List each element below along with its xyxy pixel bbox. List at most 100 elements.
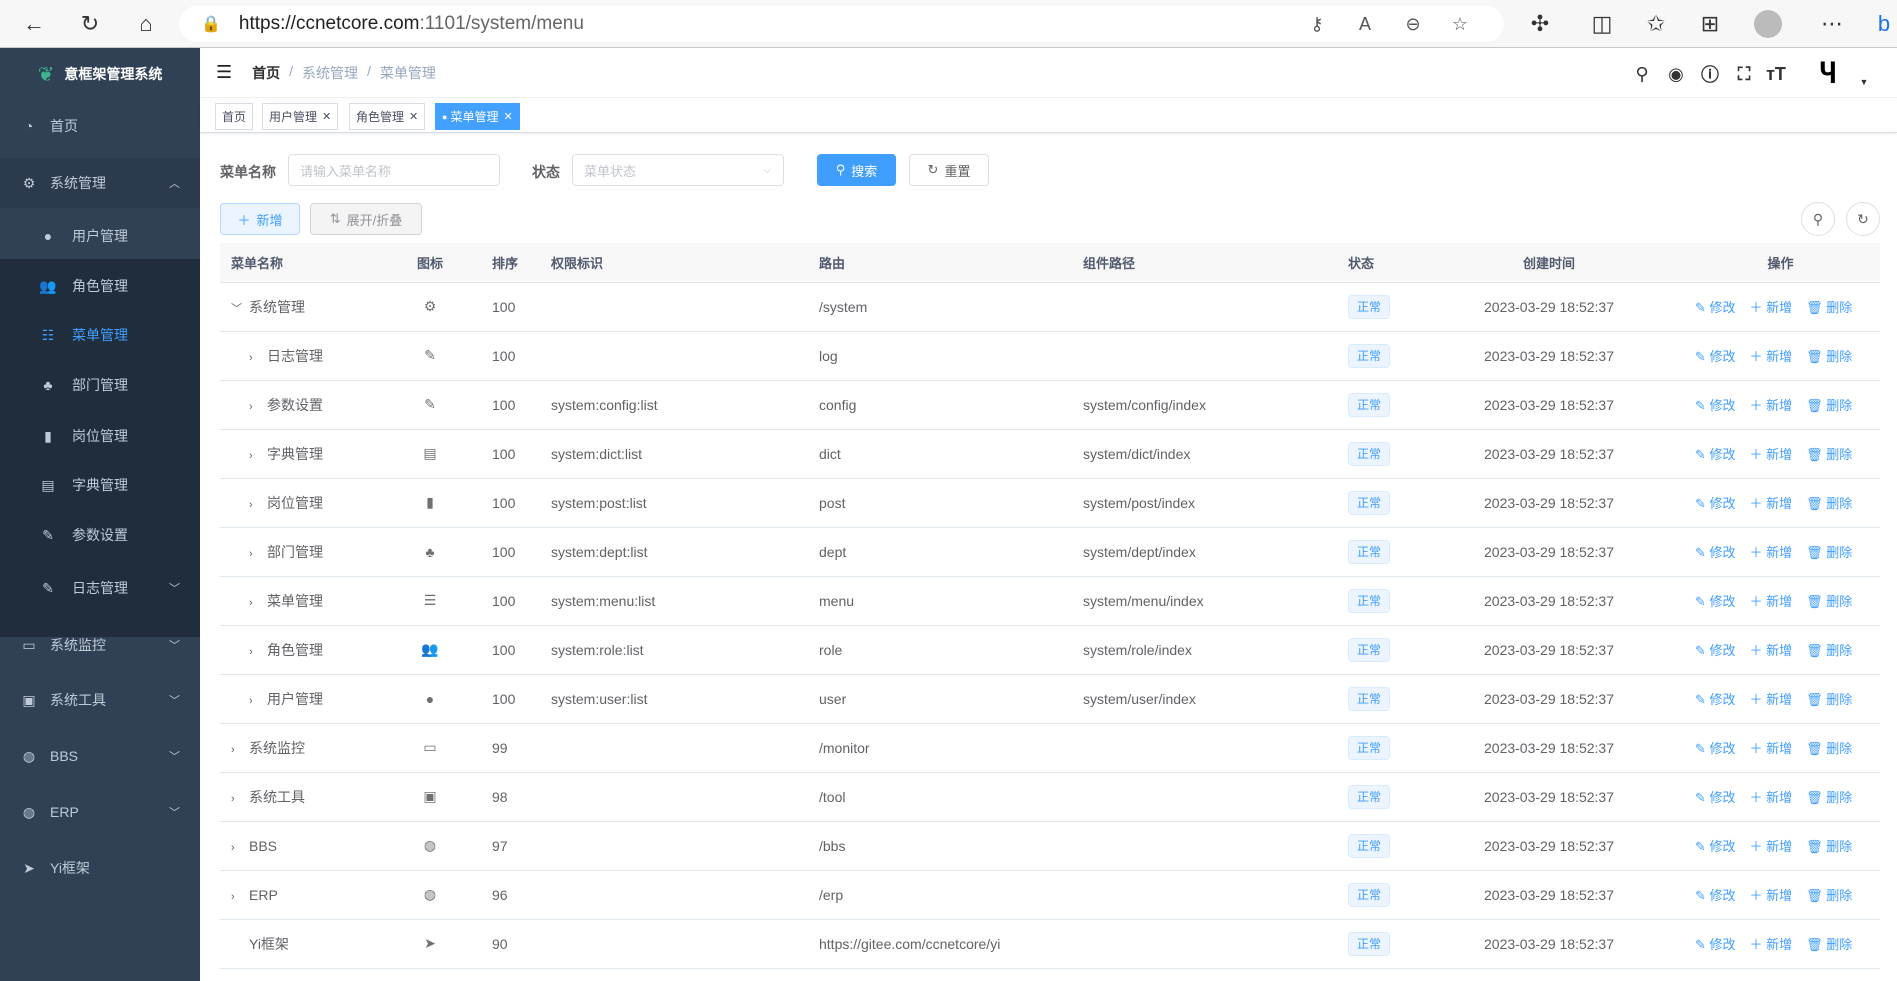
read-aloud-icon[interactable]: A bbox=[1358, 13, 1371, 34]
delete-button[interactable]: 🗑 删除 bbox=[1806, 349, 1853, 364]
edit-button[interactable]: ✎ 修改 bbox=[1695, 643, 1736, 658]
delete-button[interactable]: 🗑 删除 bbox=[1806, 496, 1853, 511]
sidebar-item-7[interactable]: ▤ 字典管理 bbox=[0, 460, 200, 510]
delete-button[interactable]: 🗑 删除 bbox=[1806, 300, 1853, 315]
fullscreen-icon[interactable]: ⛶ bbox=[1737, 63, 1751, 84]
edit-button[interactable]: ✎ 修改 bbox=[1695, 594, 1736, 609]
delete-button[interactable]: 🗑 删除 bbox=[1806, 447, 1853, 462]
chevron-right-icon[interactable]: › bbox=[249, 498, 253, 511]
delete-button[interactable]: 🗑 删除 bbox=[1806, 937, 1853, 952]
edit-button[interactable]: ✎ 修改 bbox=[1695, 496, 1736, 511]
add-child-button[interactable]: ＋ 新增 bbox=[1749, 349, 1793, 364]
edit-button[interactable]: ✎ 修改 bbox=[1695, 545, 1736, 560]
delete-button[interactable]: 🗑 删除 bbox=[1806, 643, 1853, 658]
add-child-button[interactable]: ＋ 新增 bbox=[1749, 545, 1793, 560]
expand-collapse-button[interactable]: ⇅ 展开/折叠 bbox=[310, 203, 422, 235]
tab-home[interactable]: 首页 bbox=[215, 103, 254, 130]
sidebar-item-13[interactable]: ◍ ERP ﹀ bbox=[0, 787, 200, 837]
search-button[interactable]: ⚲ 搜索 bbox=[817, 154, 896, 186]
back-icon[interactable]: ← bbox=[23, 11, 45, 36]
add-child-button[interactable]: ＋ 新增 bbox=[1749, 888, 1793, 903]
edit-button[interactable]: ✎ 修改 bbox=[1695, 300, 1736, 315]
close-icon[interactable]: ✕ bbox=[503, 111, 513, 123]
user-avatar[interactable]: Ⴗ bbox=[1819, 58, 1837, 89]
add-child-button[interactable]: ＋ 新增 bbox=[1749, 937, 1793, 952]
delete-button[interactable]: 🗑 删除 bbox=[1806, 692, 1853, 707]
menu-name-input[interactable]: 请输入菜单名称 bbox=[288, 154, 500, 186]
refresh-table-button[interactable]: ↻ bbox=[1846, 202, 1880, 236]
chevron-right-icon[interactable]: › bbox=[231, 792, 235, 805]
tab-role[interactable]: 角色管理 ✕ bbox=[349, 103, 426, 130]
sidebar-item-8[interactable]: ✎ 参数设置 bbox=[0, 510, 200, 560]
extensions-icon[interactable]: ✣ bbox=[1530, 11, 1550, 36]
add-child-button[interactable]: ＋ 新增 bbox=[1749, 741, 1793, 756]
add-child-button[interactable]: ＋ 新增 bbox=[1749, 692, 1793, 707]
sidebar-item-2[interactable]: ● 用户管理 bbox=[0, 211, 200, 261]
sidebar-item-12[interactable]: ◍ BBS ﹀ bbox=[0, 731, 200, 781]
tab-menu[interactable]: ● 菜单管理 ✕ bbox=[435, 103, 520, 130]
close-icon[interactable]: ✕ bbox=[322, 111, 332, 123]
chevron-right-icon[interactable]: › bbox=[249, 449, 253, 462]
edit-button[interactable]: ✎ 修改 bbox=[1695, 839, 1736, 854]
edit-button[interactable]: ✎ 修改 bbox=[1695, 888, 1736, 903]
favorites-icon[interactable]: ✩ bbox=[1646, 11, 1666, 36]
chevron-right-icon[interactable]: › bbox=[249, 694, 253, 707]
address-bar[interactable]: 🔒 https://ccnetcore.com:1101/system/menu… bbox=[179, 6, 1504, 42]
delete-button[interactable]: 🗑 删除 bbox=[1806, 741, 1853, 756]
key-icon[interactable]: ⚷ bbox=[1310, 13, 1324, 34]
add-child-button[interactable]: ＋ 新增 bbox=[1749, 398, 1793, 413]
sidebar-item-6[interactable]: ▮ 岗位管理 bbox=[0, 411, 200, 461]
split-screen-icon[interactable]: ◫ bbox=[1591, 11, 1613, 36]
edit-button[interactable]: ✎ 修改 bbox=[1695, 447, 1736, 462]
edit-button[interactable]: ✎ 修改 bbox=[1695, 349, 1736, 364]
add-child-button[interactable]: ＋ 新增 bbox=[1749, 594, 1793, 609]
search-icon[interactable]: ⚲ bbox=[1635, 63, 1649, 84]
profile-avatar[interactable] bbox=[1752, 8, 1784, 40]
sidebar-item-10[interactable]: ▭ 系统监控 ﹀ bbox=[0, 620, 200, 670]
sidebar-item-3[interactable]: 👥 角色管理 bbox=[0, 261, 200, 311]
delete-button[interactable]: 🗑 删除 bbox=[1806, 839, 1853, 854]
sidebar-item-9[interactable]: ✎ 日志管理 ﹀ bbox=[0, 563, 200, 613]
edit-button[interactable]: ✎ 修改 bbox=[1695, 398, 1736, 413]
chevron-right-icon[interactable]: › bbox=[249, 645, 253, 658]
chevron-right-icon[interactable]: › bbox=[249, 596, 253, 609]
chevron-right-icon[interactable]: › bbox=[231, 841, 235, 854]
edit-button[interactable]: ✎ 修改 bbox=[1695, 741, 1736, 756]
sidebar-item-11[interactable]: ▣ 系统工具 ﹀ bbox=[0, 675, 200, 725]
sidebar-item-5[interactable]: ♣ 部门管理 bbox=[0, 360, 200, 410]
delete-button[interactable]: 🗑 删除 bbox=[1806, 545, 1853, 560]
zoom-out-icon[interactable]: ⊖ bbox=[1405, 13, 1421, 34]
add-child-button[interactable]: ＋ 新增 bbox=[1749, 447, 1793, 462]
chevron-down-icon[interactable]: ﹀ bbox=[231, 302, 242, 315]
help-icon[interactable]: ⓘ bbox=[1701, 65, 1719, 85]
edit-button[interactable]: ✎ 修改 bbox=[1695, 692, 1736, 707]
sidebar-item-14[interactable]: ➤ Yi框架 bbox=[0, 843, 200, 893]
chevron-right-icon[interactable]: › bbox=[249, 547, 253, 560]
edit-button[interactable]: ✎ 修改 bbox=[1695, 937, 1736, 952]
add-child-button[interactable]: ＋ 新增 bbox=[1749, 300, 1793, 315]
add-child-button[interactable]: ＋ 新增 bbox=[1749, 643, 1793, 658]
more-icon[interactable]: ⋯ bbox=[1821, 11, 1843, 36]
tab-user[interactable]: 用户管理 ✕ bbox=[262, 103, 339, 130]
delete-button[interactable]: 🗑 删除 bbox=[1806, 888, 1853, 903]
edit-button[interactable]: ✎ 修改 bbox=[1695, 790, 1736, 805]
chevron-right-icon[interactable]: › bbox=[249, 351, 253, 364]
sidebar-item-1[interactable]: ⚙ 系统管理 ︿ bbox=[0, 158, 200, 208]
caret-down-icon[interactable]: ▼ bbox=[1859, 77, 1869, 87]
add-child-button[interactable]: ＋ 新增 bbox=[1749, 496, 1793, 511]
delete-button[interactable]: 🗑 删除 bbox=[1806, 398, 1853, 413]
sidebar-item-0[interactable]: ◔ 首页 bbox=[0, 101, 200, 151]
sidebar-item-4[interactable]: ☷ 菜单管理 bbox=[0, 310, 200, 360]
delete-button[interactable]: 🗑 删除 bbox=[1806, 790, 1853, 805]
reload-icon[interactable]: ↻ bbox=[80, 11, 100, 36]
reset-button[interactable]: ↻ 重置 bbox=[909, 154, 989, 186]
add-child-button[interactable]: ＋ 新增 bbox=[1749, 839, 1793, 854]
status-select[interactable]: 菜单状态 ⌵ bbox=[572, 154, 784, 186]
add-favorite-icon[interactable]: ☆ bbox=[1451, 13, 1469, 34]
close-icon[interactable]: ✕ bbox=[409, 111, 419, 123]
collections-icon[interactable]: ⊞ bbox=[1700, 11, 1720, 36]
home-icon[interactable]: ⌂ bbox=[139, 11, 153, 36]
toggle-search-button[interactable]: ⚲ bbox=[1801, 202, 1835, 236]
chevron-right-icon[interactable]: › bbox=[231, 743, 235, 756]
collapse-sidebar-icon[interactable]: ☰ bbox=[216, 62, 233, 82]
